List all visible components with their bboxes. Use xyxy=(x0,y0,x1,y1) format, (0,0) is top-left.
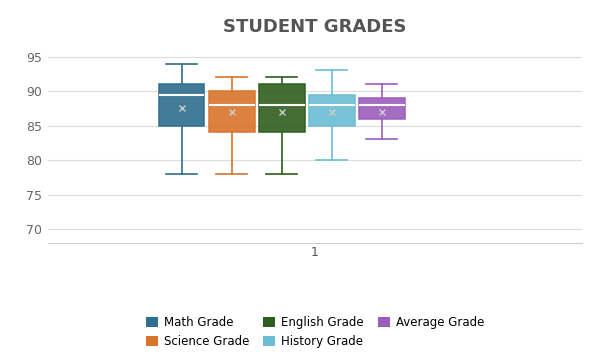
Title: STUDENT GRADES: STUDENT GRADES xyxy=(223,18,407,36)
Bar xyxy=(259,84,305,132)
Bar xyxy=(359,98,404,119)
Bar xyxy=(309,95,355,126)
Bar xyxy=(158,84,205,126)
Bar xyxy=(209,91,254,132)
Legend: Math Grade, Science Grade, English Grade, History Grade, Average Grade: Math Grade, Science Grade, English Grade… xyxy=(142,311,488,353)
